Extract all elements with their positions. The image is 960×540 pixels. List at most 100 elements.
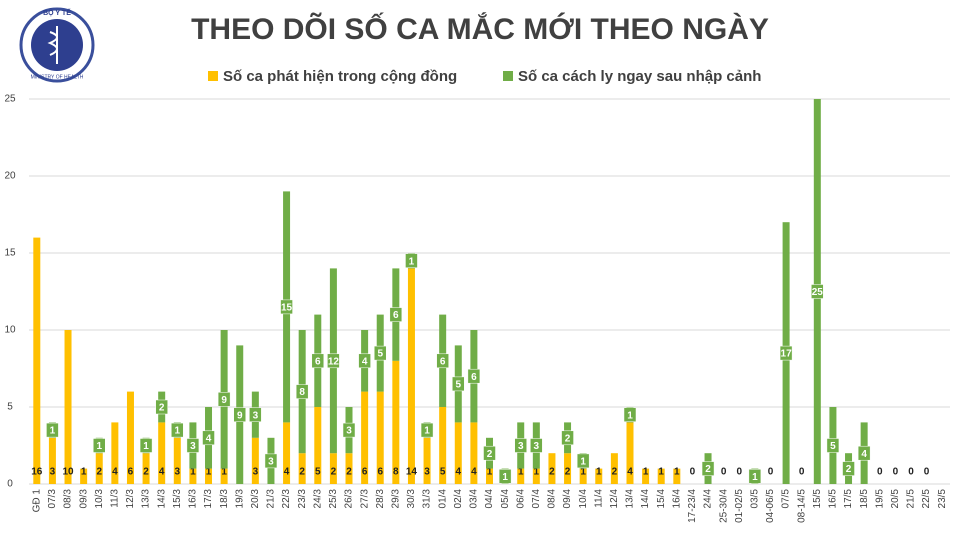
x-tick-label: 01-02/5 [734,489,745,523]
bar-segment [189,468,197,484]
value-label-box [280,299,293,315]
bar-segment [564,453,572,484]
value-label-box [436,353,449,369]
value-label-box [186,438,200,453]
x-tick-label: 07/4 [531,489,542,509]
logo-snake [47,31,58,56]
value-label: 0 [721,467,727,478]
value-label-box [311,353,325,369]
value-label-box [561,430,574,446]
value-label-box [264,453,278,469]
value-label: 1 [143,441,149,452]
value-label: 6 [377,467,383,478]
value-label: 1 [409,256,415,267]
x-tick-label: 27/3 [359,489,370,509]
value-label: 0 [690,467,696,478]
value-label-box [779,345,793,361]
value-label: 4 [284,467,290,478]
value-label: 0 [893,467,899,478]
value-label-box [576,453,590,469]
bar-segment [298,453,306,484]
x-tick-label: 17-23/4 [687,489,698,523]
value-label: 4 [159,467,165,478]
value-label: 1 [627,410,633,421]
x-tick-label: 08/3 [63,489,74,509]
value-label: 4 [471,467,477,478]
x-tick-label: GĐ 1 [31,489,42,513]
x-tick-label: 21/5 [906,489,917,509]
value-label: 0 [799,467,805,478]
bar-segment [329,453,337,484]
value-label: 1 [580,467,586,478]
value-label: 4 [455,467,461,478]
x-tick-label: 09/4 [562,489,573,509]
bar-segment [517,468,525,484]
value-label: 2 [612,467,618,478]
value-label: 1 [81,467,87,478]
value-label: 17 [781,349,793,360]
value-label: 4 [206,433,212,444]
value-label: 1 [658,467,664,478]
value-label: 2 [565,433,571,444]
x-tick-label: 24/4 [703,489,714,509]
value-label-box [46,422,59,438]
value-label-box [233,407,246,422]
value-label: 5 [315,467,321,478]
bar-segment [439,407,447,484]
bar-segment [205,468,213,484]
bar-segment [220,468,228,484]
x-tick-label: 11/3 [109,489,120,508]
x-tick-label: 03/4 [469,489,480,509]
value-label: 14 [406,467,418,478]
value-label: 6 [471,372,477,383]
y-tick-label: 5 [7,402,13,413]
y-tick-label: 15 [4,248,16,259]
x-tick-label: 03/5 [750,489,761,509]
value-label-box [358,353,371,369]
bar-segment [48,437,56,484]
bar-segment [392,360,400,484]
x-tick-label: 21/3 [266,489,277,509]
value-label: 1 [752,472,758,483]
value-label: 2 [705,464,711,475]
value-label-box [295,384,309,399]
bar-segment [111,422,119,484]
value-label: 3 [346,426,352,437]
x-tick-label: 18/5 [859,489,870,509]
x-tick-label: 13/3 [141,489,152,509]
bar-segment [142,453,150,484]
x-tick-label: 22/5 [921,489,932,509]
bar-segment [95,453,103,484]
bar-segment [173,437,181,484]
value-label-box [139,438,153,453]
x-tick-label: 02/4 [453,489,464,509]
value-label: 1 [175,426,181,437]
value-label: 1 [518,467,524,478]
value-label: 3 [534,441,540,452]
bar-segment [283,422,291,484]
value-label-box [327,353,340,369]
x-tick-label: 11/4 [593,489,604,508]
value-label-box [342,422,356,438]
value-label: 1 [534,467,540,478]
value-label: 4 [861,449,867,460]
x-tick-label: 09/3 [78,489,89,509]
value-label-box [483,445,496,461]
value-label: 3 [50,467,56,478]
value-label: 0 [736,467,742,478]
value-label: 3 [424,467,430,478]
value-label: 3 [190,441,196,452]
value-label: 10 [62,467,74,478]
value-label: 1 [424,426,430,437]
x-tick-label: 26/3 [344,489,355,509]
value-label-box [857,445,871,461]
value-label: 2 [346,467,352,478]
value-label-box [405,253,418,268]
value-label: 4 [362,356,368,367]
value-label: 1 [221,467,227,478]
value-label: 2 [331,467,337,478]
x-tick-label: 14/4 [640,489,651,509]
value-label: 5 [830,441,836,452]
value-label: 0 [924,467,930,478]
